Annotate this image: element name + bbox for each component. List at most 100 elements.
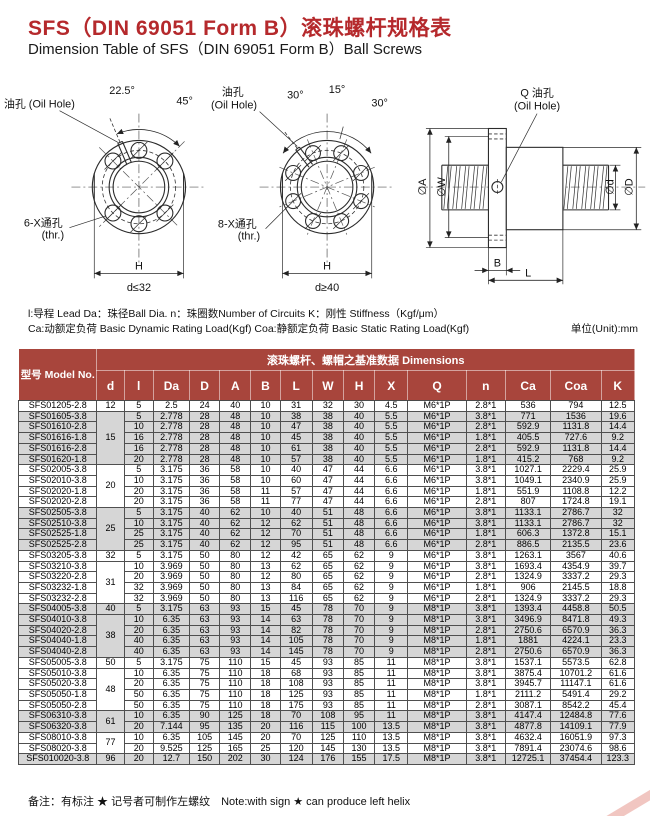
- value-cell: M6*1P: [407, 410, 467, 423]
- column-header-D: D: [189, 370, 221, 401]
- table-row: SFS03205-3.8 32 5 3.175 50 80 12 42 65 62 9 M6*1P 3.…: [17, 549, 636, 562]
- dia-w-label: ∅W: [436, 176, 448, 197]
- value-cell: M8*1P: [407, 678, 467, 690]
- value-cell: 80: [279, 571, 313, 583]
- table-row: SFS04040-1.8 40 6.35 63 93 14 105 78 70 9 M8*1P 1.8…: [17, 635, 636, 648]
- value-cell: 16: [123, 432, 154, 444]
- value-cell: 40: [189, 517, 221, 530]
- value-cell: 5.5: [374, 453, 409, 466]
- value-cell: 45: [279, 432, 313, 444]
- value-cell: 110: [219, 678, 252, 690]
- value-cell: 155: [342, 753, 376, 765]
- value-cell: 11: [250, 485, 281, 498]
- value-cell: 62.8: [600, 656, 636, 669]
- value-cell: 2.8*1: [465, 592, 506, 605]
- value-cell: 51: [311, 539, 344, 551]
- value-cell: 18: [250, 699, 281, 712]
- value-cell: 727.6: [550, 432, 602, 444]
- model-cell: SFS04040-1.8: [17, 635, 98, 648]
- table-row: SFS01605-3.8 15 5 2.778 28 48 10 38 38 40 5.5 M6*1P…: [17, 410, 636, 466]
- value-cell: 93: [219, 614, 252, 626]
- value-cell: 85: [342, 688, 376, 701]
- value-cell: 70: [279, 710, 313, 723]
- model-cell: SFS05050-2.8: [17, 699, 98, 712]
- table-row: SFS01205-2.8 12 5 2.5 24 40 10 31 32 30 4.5 M6*1P 2.…: [17, 400, 636, 412]
- model-column-header: 型号 Model No.: [17, 348, 98, 401]
- value-cell: 6.6: [374, 496, 409, 509]
- value-cell: 6.35: [152, 635, 191, 648]
- d-group-cell: 40: [96, 603, 125, 616]
- table-row: SFS03220-2.8 20 3.969 50 80 12 80 65 62 9 M6*1P 2.8…: [17, 571, 636, 583]
- value-cell: 47: [311, 496, 344, 509]
- value-cell: 25: [123, 528, 154, 541]
- value-cell: 36: [189, 464, 221, 476]
- d-group-cell: 25: [96, 507, 125, 551]
- value-cell: 3.8*1: [465, 753, 506, 765]
- value-cell: M8*1P: [407, 710, 467, 723]
- value-cell: 1131.8: [550, 421, 602, 434]
- value-cell: 42: [279, 549, 313, 562]
- value-cell: 3.8*1: [465, 517, 506, 530]
- value-cell: 62: [342, 581, 376, 594]
- value-cell: 10: [250, 453, 281, 466]
- value-cell: 25: [123, 539, 154, 551]
- value-cell: 23.6: [600, 539, 636, 551]
- model-cell: SFS05005-3.8: [17, 656, 98, 669]
- value-cell: 794: [550, 400, 602, 412]
- value-cell: 2229.4: [550, 464, 602, 476]
- model-cell: SFS03232-1.8: [17, 581, 98, 594]
- value-cell: 105: [279, 635, 313, 648]
- value-cell: 37454.4: [550, 753, 602, 765]
- value-cell: 3.8*1: [465, 742, 506, 755]
- value-cell: 12: [250, 517, 281, 530]
- legend-line1: l:导程 Lead Da：珠径Ball Dia. n：珠圈数Number of …: [28, 308, 445, 320]
- table-row: SFS06310-3.8 61 10 6.35 90 125 18 70 108 95 11 M8*1…: [17, 710, 636, 733]
- value-cell: 48: [219, 442, 252, 455]
- h-dim-label: H: [324, 260, 332, 272]
- value-cell: 58: [219, 485, 252, 498]
- value-cell: M6*1P: [407, 592, 467, 605]
- value-cell: 32: [311, 400, 344, 412]
- value-cell: 93: [311, 656, 344, 669]
- value-cell: 63: [279, 614, 313, 626]
- value-cell: 6.6: [374, 528, 409, 541]
- value-cell: 47: [311, 474, 344, 487]
- table-row: SFS05010-3.8 48 10 6.35 75 110 18 68 93 85 11 M8*1P…: [17, 667, 636, 712]
- value-cell: 45.4: [600, 699, 636, 712]
- value-cell: 28: [189, 432, 221, 444]
- value-cell: 8542.2: [550, 699, 602, 712]
- value-cell: 62: [219, 528, 252, 541]
- value-cell: 3.175: [152, 517, 191, 530]
- value-cell: 85: [342, 699, 376, 712]
- value-cell: 886.5: [504, 539, 552, 551]
- model-cell: SFS03210-3.8: [17, 560, 98, 573]
- value-cell: 175: [279, 699, 313, 712]
- angle-45-label: 45°: [176, 96, 193, 108]
- value-cell: 20: [123, 485, 154, 498]
- angle-30r-label: 30°: [372, 98, 389, 110]
- table-row: SFS04020-2.8 20 6.35 63 93 14 82 78 70 9 M8*1P 2.8*…: [17, 624, 636, 637]
- value-cell: 202: [219, 753, 252, 765]
- value-cell: M6*1P: [407, 496, 467, 509]
- value-cell: 14: [250, 614, 281, 626]
- value-cell: 78: [311, 624, 344, 637]
- value-cell: 63: [189, 603, 221, 616]
- value-cell: 75: [189, 678, 221, 690]
- value-cell: 20: [123, 453, 154, 466]
- model-cell: SFS04010-3.8: [17, 614, 98, 626]
- value-cell: 48: [219, 410, 252, 423]
- value-cell: 125: [189, 742, 221, 755]
- value-cell: 36: [189, 485, 221, 498]
- value-cell: 1.8*1: [465, 453, 506, 466]
- value-cell: 40: [342, 442, 376, 455]
- value-cell: 90: [189, 710, 221, 723]
- value-cell: 32: [600, 507, 636, 519]
- value-cell: 28: [189, 453, 221, 466]
- value-cell: M6*1P: [407, 517, 467, 530]
- value-cell: 18: [250, 667, 281, 680]
- value-cell: 3945.7: [504, 678, 552, 690]
- value-cell: 115: [311, 721, 344, 733]
- value-cell: 51: [311, 528, 344, 541]
